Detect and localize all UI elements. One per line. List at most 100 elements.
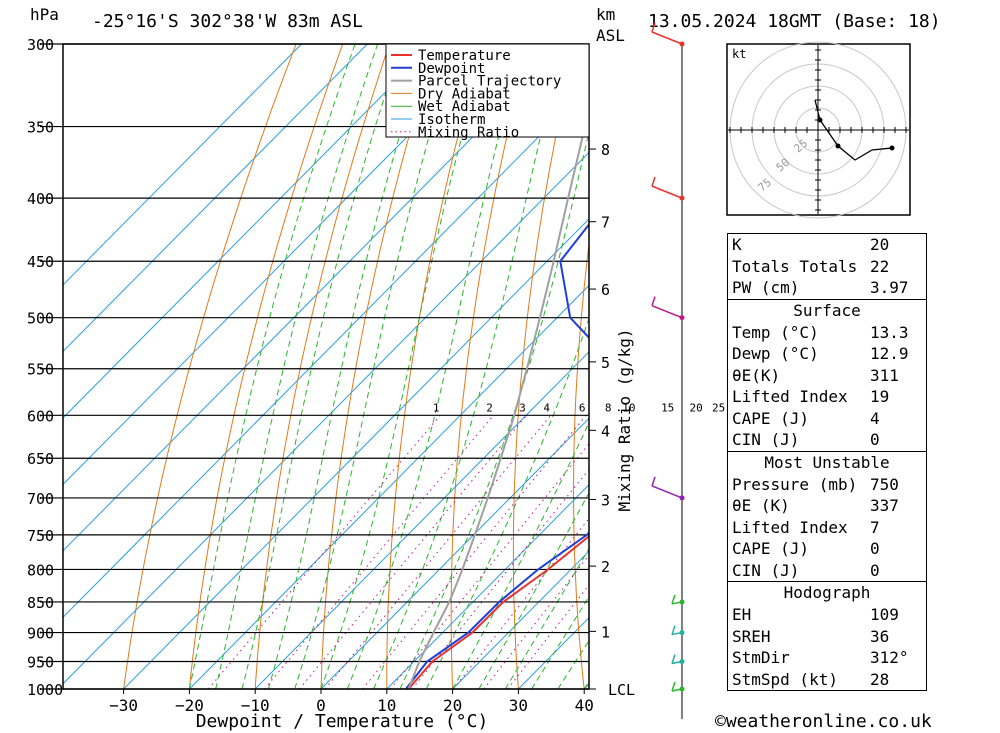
dry-adiabat-line: [996, 44, 1000, 689]
km-tick-label: 2: [601, 558, 610, 576]
mixing-ratio-label: 3: [519, 401, 526, 414]
isotherm-line: [63, 151, 589, 685]
mixing-ratio-label: 10: [622, 401, 635, 414]
temp-tick-label: 30: [509, 696, 528, 715]
mixing-ratio-label: 8: [605, 401, 612, 414]
isotherm-line: [386, 484, 589, 689]
indices-row: K 20: [728, 234, 926, 256]
isotherm-line: [452, 550, 589, 689]
km-tick-label: 7: [601, 214, 610, 232]
pressure-tick-label: 700: [27, 490, 54, 508]
indices-row: Temp (°C) 13.3: [728, 322, 926, 344]
indices-value: 13.3: [870, 322, 909, 342]
indices-label: Dewp (°C): [732, 344, 819, 363]
mixing-ratio-line: [324, 414, 552, 689]
location-title: -25°16'S 302°38'W 83m ASL: [92, 11, 363, 32]
indices-row: Lifted Index 19: [728, 386, 926, 408]
indices-label: θE(K): [732, 365, 781, 385]
km-tick-label: 1: [601, 623, 610, 641]
isotherm-line: [320, 417, 589, 689]
indices-label: CIN (J): [732, 430, 800, 449]
wind-barb: [651, 304, 683, 319]
wind-profile: [651, 22, 685, 719]
wet-adiabat-line: [373, 44, 564, 689]
temp-tick-label: −30: [109, 696, 138, 715]
indices-surface: Surface Temp (°C) 13.3 Dewp (°C) 12.9 θE(K) 31…: [727, 298, 927, 451]
pressure-tick-label: 900: [27, 625, 54, 643]
indices-label: θE (K): [732, 496, 790, 515]
indices-value: 4: [870, 408, 880, 428]
mixing-ratio-axis-label: Mixing Ratio (g/kg): [615, 328, 634, 511]
mixing-ratio-label: 20: [690, 401, 703, 414]
isotherm-line: [63, 44, 302, 286]
wet-adiabat-line: [267, 44, 429, 689]
wind-barb-flag: [671, 625, 676, 635]
indices-row: CIN (J) 0: [728, 560, 926, 582]
temp-tick-label: 10: [377, 696, 396, 715]
indices-row: CAPE (J) 0: [728, 538, 926, 560]
dry-adiabat-line: [632, 44, 669, 689]
datetime-title: 13.05.2024 18GMT (Base: 18): [648, 11, 941, 32]
temp-tick-label: 0: [316, 696, 326, 715]
indices-section-title: Most Unstable: [764, 452, 890, 472]
pressure-tick-label: 400: [27, 190, 54, 208]
indices-section-title: Hodograph: [783, 583, 871, 602]
km-tick-label: 6: [601, 281, 610, 299]
indices-most-unstable: Most Unstable Pressure (mb) 750 θE (K) 337 Li…: [727, 450, 927, 582]
legend-entry: Parcel Trajectory: [418, 74, 561, 90]
isotherm-line: [123, 218, 589, 689]
indices-top: K 20 Totals Totals 22 PW (cm) 3.97: [727, 233, 927, 299]
indices-row: θE(K) 311: [728, 365, 926, 387]
indices-label: CAPE (J): [732, 408, 810, 428]
isotherm-line: [63, 44, 434, 419]
mixing-ratio-label: 4: [543, 401, 550, 414]
wind-barb-flag: [651, 476, 656, 487]
pressure-tick-label: 750: [27, 527, 54, 545]
asl-label: ASL: [596, 26, 625, 45]
series-dewpoint: [405, 222, 589, 689]
temp-tick-label: 40: [575, 696, 594, 715]
indices-label: Lifted Index: [732, 517, 848, 537]
legend-entry: Isotherm: [418, 112, 485, 128]
pressure-tick-label: 300: [27, 36, 54, 54]
indices-label: EH: [732, 605, 752, 624]
credit: ©weatheronline.co.uk: [715, 711, 932, 732]
pressure-tick-label: 1000: [27, 681, 63, 699]
indices-value: 20: [870, 235, 890, 254]
temp-tick-label: 20: [443, 696, 462, 715]
indices-section-title: Surface: [793, 300, 861, 320]
plot-frame: [62, 43, 590, 690]
dry-adiabat-line: [188, 44, 344, 689]
indices-value: 19: [870, 387, 890, 406]
indices-value: 28: [870, 669, 890, 689]
indices-value: 3.97: [870, 278, 909, 297]
indices-value: 12.9: [870, 344, 909, 363]
hodograph-unit: kt: [732, 47, 746, 61]
wind-barb-flag: [651, 176, 656, 187]
pressure-tick-label: 450: [27, 253, 54, 271]
wind-barb: [671, 660, 683, 665]
indices-label: StmSpd (kt): [732, 669, 838, 689]
legend-entry: Temperature: [418, 48, 511, 64]
wind-barb: [651, 485, 683, 499]
legend-entry: Dewpoint: [418, 61, 485, 77]
indices-hodograph: Hodograph EH 109 SREH 36 StmDir 312° StmSpd (kt…: [727, 581, 927, 691]
wind-barb: [651, 185, 683, 199]
indices-value: 36: [870, 626, 890, 646]
indices-row: PW (cm) 3.97: [728, 277, 926, 299]
wind-barb-flag: [651, 296, 656, 306]
wind-barb-flag: [651, 22, 656, 33]
indices-row: Pressure (mb) 750: [728, 474, 926, 496]
wind-barb: [671, 631, 683, 636]
indices-row: θE (K) 337: [728, 495, 926, 517]
wind-barb-flag: [671, 681, 676, 692]
indices-label: K: [732, 235, 742, 254]
hodograph-point: [817, 117, 823, 123]
indices-label: Lifted Index: [732, 387, 848, 406]
legend-entry: Dry Adiabat: [418, 86, 511, 102]
indices-label: SREH: [732, 626, 771, 646]
wind-barb-flag: [671, 654, 676, 664]
pressure-tick-label: 800: [27, 561, 54, 579]
indices-value: 311: [870, 365, 899, 385]
wind-barb: [671, 688, 683, 692]
